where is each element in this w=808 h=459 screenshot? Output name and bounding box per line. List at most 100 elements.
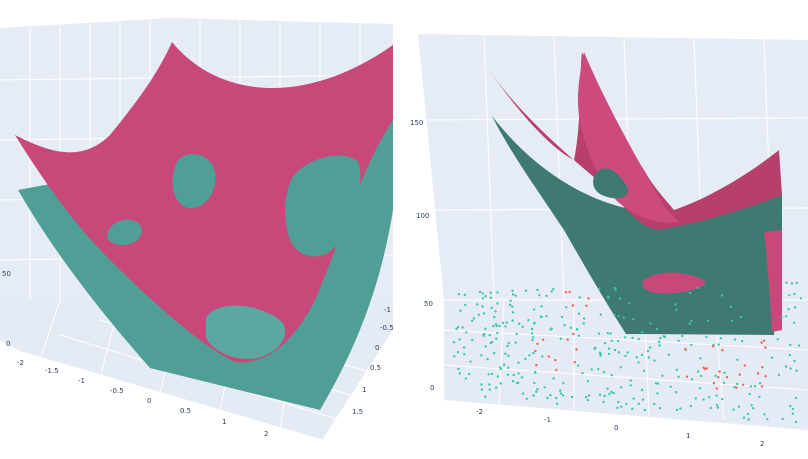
scatter-point <box>506 344 509 348</box>
scatter-point <box>748 392 751 396</box>
scatter-point <box>494 386 498 389</box>
scatter-point <box>555 402 559 405</box>
scatter-point <box>675 408 679 412</box>
scatter-point <box>690 319 693 322</box>
scatter-point <box>723 381 726 385</box>
scatter-point <box>628 302 631 305</box>
scatter-point <box>521 325 524 328</box>
scatter-point <box>725 376 729 379</box>
scatter-point <box>684 347 687 351</box>
scatter-point <box>515 332 518 336</box>
scatter-point <box>577 334 580 337</box>
scatter-point <box>555 396 558 400</box>
right-scene[interactable]: 0 50 100 150 -2 -1 0 1 2 <box>404 0 808 455</box>
left-scene[interactable]: -2 -1.5 -1 -0.5 0 0.5 1 2 1.5 1 0.5 0 -0… <box>0 0 404 455</box>
scatter-point <box>646 349 650 353</box>
scatter-point <box>486 357 489 361</box>
scatter-point <box>597 287 601 291</box>
scatter-point <box>563 324 566 327</box>
scatter-point <box>764 375 767 378</box>
scatter-point <box>742 416 746 419</box>
scatter-point <box>534 349 537 353</box>
scatter-point <box>550 290 553 293</box>
scatter-point <box>458 372 462 375</box>
right-x-tick: -2 <box>476 408 483 416</box>
scatter-point <box>587 297 590 300</box>
scatter-point <box>464 377 467 380</box>
scatter-point <box>585 304 588 307</box>
scatter-point <box>637 337 640 341</box>
scatter-point <box>477 313 481 316</box>
scatter-point <box>613 348 617 352</box>
right-3d-plot[interactable]: 0 50 100 150 -2 -1 0 1 2 <box>404 0 808 455</box>
scatter-point <box>471 338 474 342</box>
scatter-point <box>794 396 798 400</box>
scatter-point <box>622 316 625 319</box>
scatter-point <box>577 312 581 315</box>
scatter-point <box>712 382 716 385</box>
scatter-point <box>478 290 482 293</box>
scatter-point <box>789 404 792 408</box>
scatter-point <box>617 314 620 318</box>
scatter-point <box>715 403 719 407</box>
scatter-point <box>480 388 484 391</box>
scatter-point <box>795 369 798 372</box>
scatter-point <box>456 351 460 354</box>
scatter-point <box>629 379 632 382</box>
scatter-point <box>457 293 461 296</box>
scatter-point <box>614 288 617 291</box>
left-x-tick: 0 <box>147 397 151 405</box>
scatter-point <box>606 387 609 390</box>
scatter-point <box>531 336 535 339</box>
scatter-point <box>675 368 679 371</box>
scatter-point <box>797 344 801 347</box>
scatter-point <box>681 334 684 338</box>
scatter-point <box>791 407 794 411</box>
scatter-point <box>511 319 514 322</box>
scatter-point <box>690 343 693 347</box>
scatter-point <box>658 344 661 347</box>
scatter-point <box>549 328 552 331</box>
scatter-point <box>564 291 568 294</box>
left-x-tick: -1 <box>78 377 85 385</box>
scatter-point <box>606 331 609 335</box>
scatter-point <box>795 281 798 285</box>
scatter-point <box>456 325 460 329</box>
scatter-point <box>532 322 536 325</box>
scatter-point <box>624 354 627 358</box>
scatter-point <box>535 390 538 393</box>
scatter-point <box>690 378 694 381</box>
left-3d-plot[interactable]: -2 -1.5 -1 -0.5 0 0.5 1 2 1.5 1 0.5 0 -0… <box>0 0 404 455</box>
scatter-point <box>689 404 693 408</box>
scatter-point <box>613 286 616 290</box>
scatter-point <box>732 408 735 411</box>
scatter-point <box>565 306 568 309</box>
scatter-point <box>552 377 555 380</box>
scatter-point <box>662 335 665 338</box>
scatter-point <box>532 351 535 355</box>
scatter-point <box>517 372 520 375</box>
scatter-point <box>560 315 564 319</box>
scatter-point <box>501 321 505 325</box>
scatter-point <box>506 366 510 369</box>
scatter-point <box>669 385 672 388</box>
scatter-point <box>463 293 467 296</box>
scatter-point <box>467 372 471 376</box>
scatter-point <box>545 294 548 298</box>
left-x-tick: 0.5 <box>180 407 191 415</box>
scatter-point <box>787 308 790 311</box>
scatter-point <box>743 364 746 367</box>
scatter-point <box>705 335 708 339</box>
scatter-point <box>578 296 581 299</box>
scatter-point <box>586 398 589 402</box>
scatter-point <box>738 373 741 376</box>
right-hole-top <box>593 168 628 199</box>
scatter-point <box>793 359 796 363</box>
scatter-point <box>706 319 709 323</box>
scatter-point <box>457 367 460 371</box>
scatter-point <box>509 299 512 302</box>
right-z-tick: 150 <box>410 119 423 127</box>
scatter-point <box>484 327 487 330</box>
scatter-point <box>484 295 487 298</box>
scatter-point <box>603 341 607 345</box>
